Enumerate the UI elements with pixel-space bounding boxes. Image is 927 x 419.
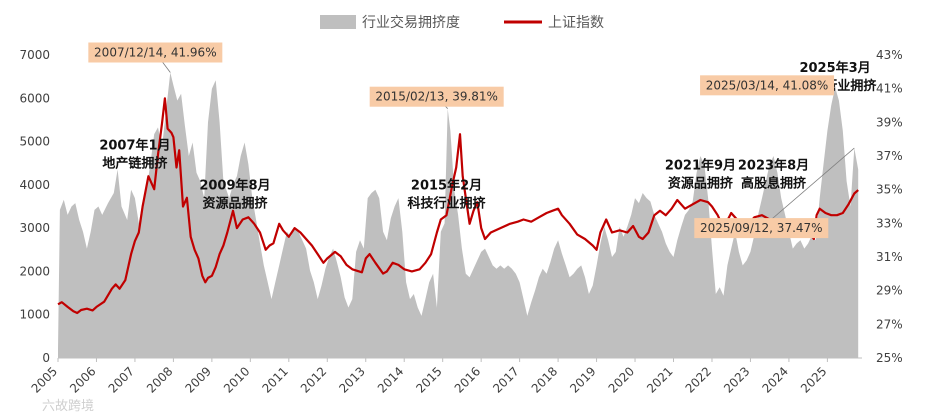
area-series	[58, 72, 859, 358]
x-tick-label: 2013	[336, 364, 367, 395]
callout-label: 2007/12/14, 41.96%	[94, 46, 217, 60]
x-tick-label: 2012	[298, 364, 329, 395]
right-tick-label: 39%	[876, 115, 903, 129]
right-tick-label: 37%	[876, 149, 903, 163]
x-tick-label: 2025	[798, 364, 829, 395]
right-tick-label: 27%	[876, 317, 903, 331]
left-tick-label: 4000	[19, 178, 50, 192]
event-annotation-line: 资源品拥挤	[202, 196, 268, 212]
x-tick-label: 2020	[606, 364, 637, 395]
right-tick-label: 25%	[876, 351, 903, 365]
event-annotation-line: 科技行业拥挤	[408, 196, 487, 212]
callout-box	[694, 218, 829, 239]
legend-line-label: 上证指数	[548, 15, 604, 31]
callout-label: 2015/02/13, 39.81%	[375, 90, 498, 104]
event-annotation-line: 2023年8月	[738, 157, 809, 173]
event-annotation: 2021年9月资源品拥挤	[665, 157, 736, 191]
x-tick-label: 2014	[375, 364, 406, 395]
event-annotation-line: 2021年9月	[665, 157, 736, 173]
crowding-area	[58, 72, 859, 358]
x-tick-label: 2009	[182, 364, 213, 395]
legend-area-label: 行业交易拥挤度	[362, 14, 460, 31]
x-tick-label: 2015	[413, 364, 444, 395]
event-annotation: 2015年2月科技行业拥挤	[408, 178, 487, 212]
callout-box	[700, 75, 835, 96]
x-tick-label: 2018	[529, 364, 560, 395]
event-annotation-line: 地产链拥挤	[102, 155, 168, 171]
x-tick-label: 2021	[644, 364, 675, 395]
event-annotation: 2007年1月地产链拥挤	[99, 137, 170, 171]
left-tick-label: 3000	[19, 221, 50, 235]
x-tick-label: 2024	[760, 364, 791, 395]
left-tick-label: 2000	[19, 264, 50, 278]
shanghai-index-line	[57, 97, 859, 315]
x-tick-label: 2023	[721, 364, 752, 395]
x-tick-label: 2016	[452, 364, 483, 395]
right-tick-label: 41%	[876, 82, 903, 96]
callout-leader	[761, 147, 855, 229]
x-tick-label: 2022	[683, 364, 714, 395]
x-tick-label: 2011	[259, 364, 290, 395]
legend: 行业交易拥挤度 上证指数	[320, 14, 604, 31]
x-tick-label: 2007	[106, 364, 137, 395]
event-annotation-line: 2007年1月	[99, 137, 170, 153]
event-annotation-line: 高股息拥挤	[741, 175, 807, 191]
callout-box	[88, 42, 223, 63]
right-tick-label: 35%	[876, 183, 903, 197]
x-tick-label: 2017	[490, 364, 521, 395]
left-tick-label: 5000	[19, 135, 50, 149]
event-annotation-line: 2009年8月	[199, 178, 270, 194]
event-annotation-line: 2025年3月	[799, 60, 870, 76]
callouts: 2007/12/14, 41.96% 2015/02/13, 39.81% 2025…	[88, 42, 855, 239]
line-series	[57, 97, 859, 315]
left-tick-label: 1000	[19, 308, 50, 322]
left-tick-label: 6000	[19, 91, 50, 105]
callout-box	[369, 86, 504, 107]
event-annotation: 2009年8月资源品拥挤	[199, 178, 270, 212]
x-tick-label: 2006	[67, 364, 98, 395]
callout-label: 2025/03/14, 41.08%	[706, 78, 829, 92]
x-tick-label: 2019	[567, 364, 598, 395]
right-tick-label: 31%	[876, 250, 903, 264]
x-tick-label: 2008	[144, 364, 175, 395]
watermark: 六故跨境	[42, 399, 94, 414]
right-tick-label: 29%	[876, 284, 903, 298]
right-tick-label: 43%	[876, 48, 903, 62]
event-annotation: 2023年8月高股息拥挤	[738, 157, 809, 191]
left-tick-label: 0	[42, 351, 50, 365]
legend-area-swatch	[320, 15, 356, 29]
right-tick-label: 33%	[876, 216, 903, 230]
x-tick-label: 2005	[29, 364, 60, 395]
callout-label: 2025/09/12, 37.47%	[700, 221, 823, 235]
left-tick-label: 7000	[19, 48, 50, 62]
annotations: 2007年1月地产链拥挤2009年8月资源品拥挤2015年2月科技行业拥挤202…	[99, 60, 877, 212]
event-annotation-line: 资源品拥挤	[668, 175, 734, 191]
x-tick-label: 2010	[221, 364, 252, 395]
event-annotation-line: 2015年2月	[411, 178, 482, 194]
